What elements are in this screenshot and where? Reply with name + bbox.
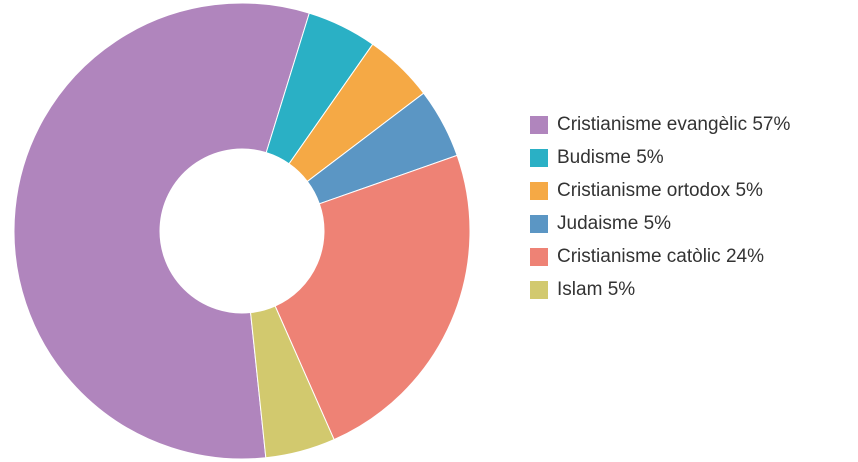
legend-swatch — [530, 182, 548, 200]
legend-swatch — [530, 215, 548, 233]
legend-name: Judaisme — [557, 213, 638, 234]
legend-label: Cristianisme catòlic 24% — [557, 246, 764, 267]
legend-label: Cristianisme evangèlic 57% — [557, 114, 790, 135]
legend-label: Islam 5% — [557, 279, 635, 300]
slice — [13, 2, 310, 460]
legend-value: 5% — [735, 180, 763, 201]
legend-value: 5% — [636, 147, 664, 168]
legend-value: 5% — [608, 279, 636, 300]
legend-label: Cristianisme ortodox 5% — [557, 180, 763, 201]
legend-value: 24% — [726, 246, 764, 267]
legend-name: Cristianisme ortodox — [557, 180, 731, 201]
legend-value: 57% — [752, 114, 790, 135]
legend-swatch — [530, 248, 548, 266]
slice — [250, 305, 335, 459]
legend-value: 5% — [644, 213, 672, 234]
legend-swatch — [530, 149, 548, 167]
legend-label: Judaisme 5% — [557, 213, 671, 234]
legend-swatch — [530, 281, 548, 299]
legend-label: Budisme 5% — [557, 147, 664, 168]
legend-name: Budisme — [557, 147, 631, 168]
legend-swatch — [530, 116, 548, 134]
legend-name: Islam — [557, 279, 602, 300]
slice — [274, 154, 471, 441]
legend-name: Cristianisme evangèlic — [557, 114, 747, 135]
legend-name: Cristianisme catòlic — [557, 246, 721, 267]
